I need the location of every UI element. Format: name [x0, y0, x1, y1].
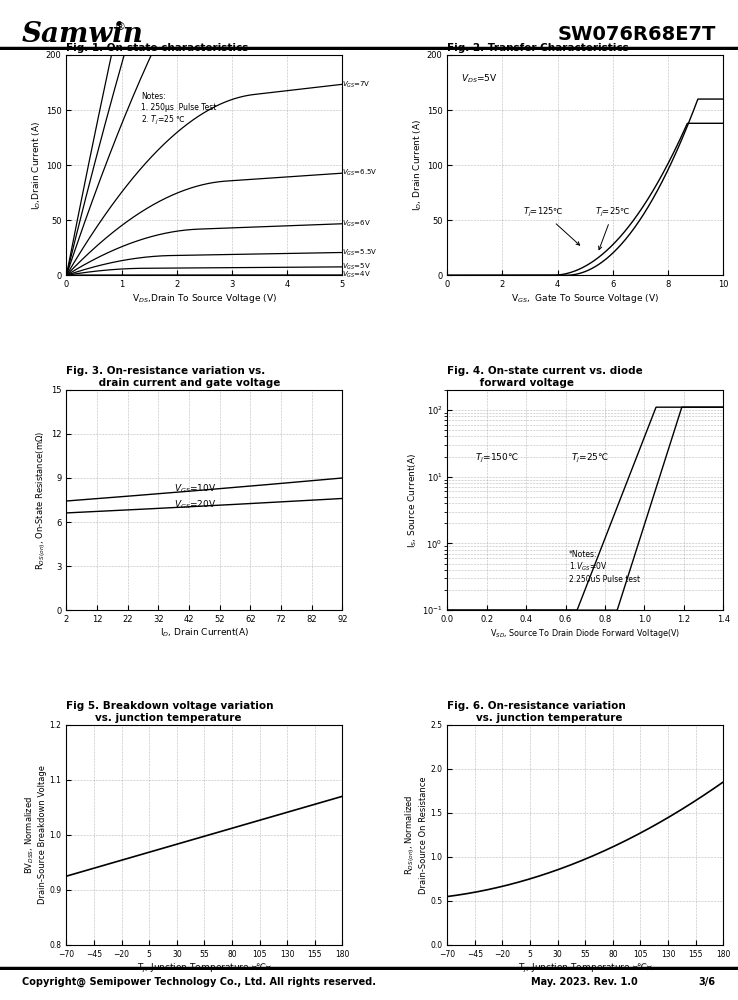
- Text: $V_{GS}$=6V: $V_{GS}$=6V: [342, 219, 370, 229]
- Y-axis label: I$_D$, Drain Current (A): I$_D$, Drain Current (A): [411, 119, 424, 211]
- X-axis label: V$_{SD}$, Source To Drain Diode Forward Voltage(V): V$_{SD}$, Source To Drain Diode Forward …: [490, 627, 680, 640]
- Y-axis label: I$_S$, Source Current(A): I$_S$, Source Current(A): [407, 452, 419, 548]
- X-axis label: V$_{DS}$,Drain To Source Voltage (V): V$_{DS}$,Drain To Source Voltage (V): [132, 292, 277, 305]
- Text: May. 2023. Rev. 1.0: May. 2023. Rev. 1.0: [531, 977, 638, 987]
- Text: 3/6: 3/6: [699, 977, 716, 987]
- Text: Fig. 3. On-resistance variation vs.
         drain current and gate voltage: Fig. 3. On-resistance variation vs. drai…: [66, 366, 280, 388]
- Text: $V_{GS}$=10V: $V_{GS}$=10V: [173, 482, 216, 495]
- Y-axis label: R$_{DS(on)}$, Normalized
Drain-Source On Resistance: R$_{DS(on)}$, Normalized Drain-Source On…: [403, 776, 427, 894]
- Text: *Notes:
1.$V_{GS}$=0V
2.250uS Pulse test: *Notes: 1.$V_{GS}$=0V 2.250uS Pulse test: [569, 550, 640, 584]
- X-axis label: I$_D$, Drain Current(A): I$_D$, Drain Current(A): [159, 627, 249, 639]
- Text: $V_{GS}$=4V: $V_{GS}$=4V: [342, 270, 370, 280]
- Text: ®: ®: [114, 22, 125, 32]
- Y-axis label: I$_D$,Drain Current (A): I$_D$,Drain Current (A): [30, 120, 43, 210]
- Text: $T_j$=25℃: $T_j$=25℃: [595, 206, 630, 250]
- Text: $V_{GS}$=6.5V: $V_{GS}$=6.5V: [342, 168, 377, 178]
- Text: $V_{GS}$=5.5V: $V_{GS}$=5.5V: [342, 247, 377, 258]
- Text: Samwin: Samwin: [22, 21, 144, 48]
- Text: $V_{DS}$=5V: $V_{DS}$=5V: [461, 72, 497, 85]
- X-axis label: T$_j$, Junction Temperature （℃）: T$_j$, Junction Temperature （℃）: [517, 962, 653, 975]
- Text: Fig. 2. Transfer Characteristics: Fig. 2. Transfer Characteristics: [447, 43, 629, 53]
- Text: Fig. 1. On-state characteristics: Fig. 1. On-state characteristics: [66, 43, 249, 53]
- Text: $T_j$=150℃: $T_j$=150℃: [475, 452, 519, 465]
- Text: Fig. 6. On-resistance variation
        vs. junction temperature: Fig. 6. On-resistance variation vs. junc…: [447, 701, 626, 723]
- Text: Fig. 4. On-state current vs. diode
         forward voltage: Fig. 4. On-state current vs. diode forwa…: [447, 366, 643, 388]
- Text: Notes:
1. 250μs  Pulse Test
2. $T_j$=25 ℃: Notes: 1. 250μs Pulse Test 2. $T_j$=25 ℃: [141, 92, 216, 127]
- Text: $T_j$=25℃: $T_j$=25℃: [571, 452, 610, 465]
- Text: Fig 5. Breakdown voltage variation
        vs. junction temperature: Fig 5. Breakdown voltage variation vs. j…: [66, 701, 274, 723]
- Text: $V_{GS}$=20V: $V_{GS}$=20V: [173, 498, 216, 511]
- Text: Copyright@ Semipower Technology Co., Ltd. All rights reserved.: Copyright@ Semipower Technology Co., Ltd…: [22, 977, 376, 987]
- Text: $V_{GS}$=5V: $V_{GS}$=5V: [342, 262, 370, 272]
- X-axis label: T$_j$, Junction Temperature （℃）: T$_j$, Junction Temperature （℃）: [137, 962, 272, 975]
- Text: $V_{GS}$=7V: $V_{GS}$=7V: [342, 80, 370, 90]
- Text: SW076R68E7T: SW076R68E7T: [557, 25, 716, 44]
- Y-axis label: R$_{DS(on)}$, On-State Resistance(mΩ): R$_{DS(on)}$, On-State Resistance(mΩ): [35, 430, 48, 570]
- Text: $T_j$=125℃: $T_j$=125℃: [523, 206, 579, 245]
- Y-axis label: BV$_{DSS}$, Normalized
Drain-Source Breakdown Voltage: BV$_{DSS}$, Normalized Drain-Source Brea…: [24, 765, 46, 904]
- X-axis label: V$_{GS}$,  Gate To Source Voltage (V): V$_{GS}$, Gate To Source Voltage (V): [511, 292, 659, 305]
